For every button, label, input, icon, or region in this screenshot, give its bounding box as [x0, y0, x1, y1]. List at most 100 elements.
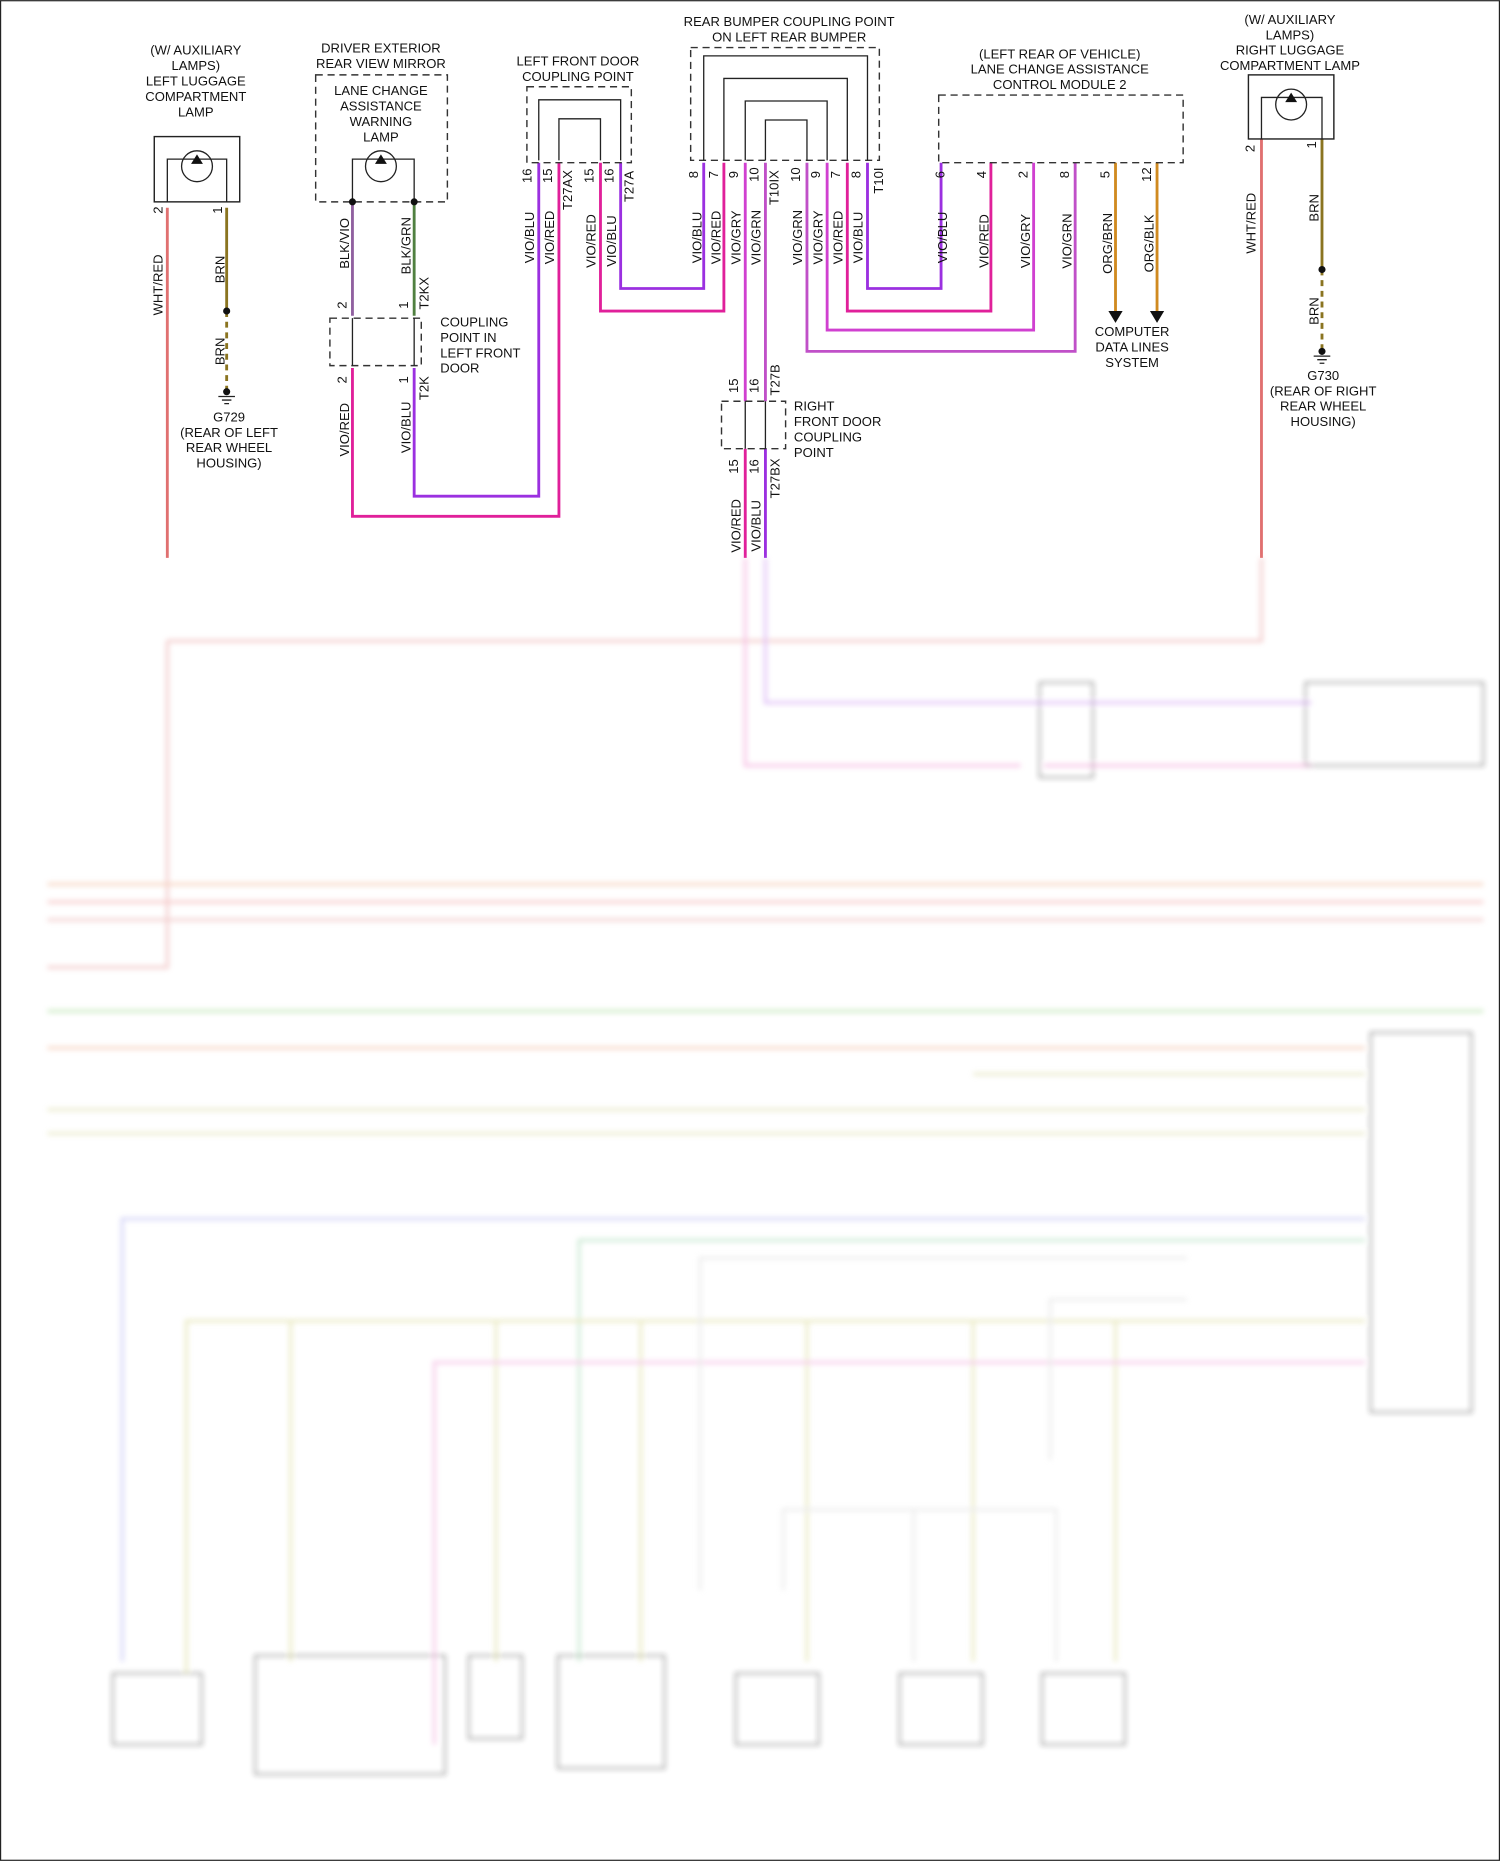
- wire-color-label: VIO/BLU: [604, 215, 619, 266]
- pin-number: 9: [726, 171, 741, 178]
- wire-color-label: BRN: [212, 338, 227, 366]
- wire-color-label: VIO/RED: [977, 214, 992, 268]
- pin-number: 1: [396, 376, 411, 383]
- wire-color-label: WHT/RED: [1244, 193, 1259, 254]
- pin-number: 7: [828, 171, 843, 178]
- label-line: LEFT FRONT: [440, 345, 520, 360]
- pin-number: 16: [746, 379, 761, 394]
- wire-color-label: VIO/BLU: [689, 212, 704, 263]
- coupling-lfd-box: [329, 317, 422, 367]
- left-luggage-lamp-box: [153, 135, 241, 203]
- label-line: DOOR: [440, 361, 479, 376]
- pin-number: 10: [746, 167, 761, 182]
- pin-number: 15: [726, 379, 741, 394]
- connector-id: T10IX: [766, 170, 781, 205]
- lane-change-module-box: [937, 94, 1184, 164]
- led-lamp-icon: [166, 150, 228, 202]
- label-line: (W/ AUXILIARY: [150, 43, 241, 58]
- label-line: COUPLING: [440, 314, 508, 329]
- g730-label: G730 (REAR OF RIGHT REAR WHEEL HOUSING): [1270, 368, 1377, 429]
- right-lamp-label: (W/ AUXILIARY LAMPS) RIGHT LUGGAGE COMPARTM…: [1220, 12, 1360, 73]
- label-line: (LEFT REAR OF VEHICLE): [979, 46, 1140, 61]
- blurred-lower-section: [47, 557, 1485, 1775]
- connector-id: T10I: [871, 167, 886, 193]
- label-line: COMPARTMENT LAMP: [1220, 58, 1360, 73]
- pin-number: 2: [1016, 171, 1031, 178]
- label-line: DATA LINES: [1095, 339, 1169, 354]
- pin-number: 15: [726, 459, 741, 474]
- wire-color-label: VIO/GRN: [1060, 213, 1075, 268]
- pin-number: 9: [808, 171, 823, 178]
- wire-vio-blu: [619, 162, 706, 290]
- label-line: CONTROL MODULE 2: [993, 77, 1127, 92]
- wire-color-label: VIO/RED: [831, 211, 846, 265]
- wire-vio-gry: [825, 162, 1036, 332]
- data-lines-label: COMPUTER DATA LINES SYSTEM: [1095, 324, 1170, 370]
- connector-id: T27B: [768, 364, 783, 395]
- coupling-pass: [351, 318, 415, 366]
- label-line: POINT IN: [440, 330, 496, 345]
- wire-color-label: VIO/BLU: [399, 402, 414, 453]
- g729-label: G729 (REAR OF LEFT REAR WHEEL HOUSING): [180, 409, 278, 470]
- right-door-coupling-label: RIGHT FRONT DOOR COUPLING POINT: [794, 399, 881, 460]
- label-line: DRIVER EXTERIOR: [321, 40, 441, 55]
- wire-color-label: VIO/RED: [584, 214, 599, 268]
- wire-color-label: VIO/GRN: [790, 210, 805, 265]
- left-lamp-label: (W/ AUXILIARY LAMPS) LEFT LUGGAGE COMPARTME…: [145, 43, 246, 120]
- left-door-coupling-label: LEFT FRONT DOOR COUPLING POINT: [517, 53, 640, 83]
- label-line: LANE CHANGE: [334, 83, 428, 98]
- wire-color-label: ORG/BRN: [1100, 213, 1115, 274]
- label-line: POINT: [794, 445, 834, 460]
- wire-color-label: VIO/BLU: [935, 212, 950, 263]
- mirror-box: [314, 74, 449, 203]
- components: [153, 46, 1335, 450]
- wire-color-label: VIO/RED: [337, 403, 352, 457]
- pin-number: 2: [335, 301, 350, 308]
- label-line: ASSISTANCE: [340, 98, 422, 113]
- connector-id: T2KX: [416, 277, 431, 310]
- label-line: HOUSING): [1291, 414, 1356, 429]
- pin-number: 4: [974, 171, 989, 178]
- label-line: LAMP: [178, 104, 214, 119]
- label-line: COMPUTER: [1095, 324, 1170, 339]
- label-line: WARNING: [350, 114, 413, 129]
- label-line: (REAR OF LEFT: [180, 425, 278, 440]
- pin-number: 5: [1098, 171, 1113, 178]
- rear-bumper-coupling-box: [689, 46, 881, 162]
- label-line: (W/ AUXILIARY: [1244, 12, 1335, 27]
- wire-vio-red: [845, 162, 993, 313]
- label-line: COUPLING POINT: [522, 69, 634, 84]
- pin-number: 2: [335, 376, 350, 383]
- pin-number: 8: [686, 171, 701, 178]
- right-front-door-coupling-box: [720, 400, 787, 450]
- label-line: FRONT DOOR: [794, 414, 881, 429]
- led-lamp-icon: [348, 150, 418, 206]
- pin-number: 1: [210, 207, 225, 214]
- wire-color-label: BRN: [212, 256, 227, 284]
- label-line: HOUSING): [196, 456, 261, 471]
- wire-color-label: VIO/GRN: [749, 210, 764, 265]
- label-line: REAR WHEEL: [1280, 399, 1366, 414]
- ground-icon: [1313, 265, 1331, 364]
- label-line: G730: [1307, 368, 1339, 383]
- wires: [165, 138, 1324, 558]
- wire-color-label: WHT/RED: [151, 254, 166, 315]
- wire-color-label: VIO/BLU: [851, 212, 866, 263]
- pin-number: 12: [1139, 167, 1154, 182]
- coupling-lfd-label: COUPLING POINT IN LEFT FRONT DOOR: [440, 314, 520, 375]
- label-line: RIGHT LUGGAGE: [1236, 43, 1345, 58]
- wire-color-label: BRN: [1306, 297, 1321, 325]
- pin-number: 8: [848, 171, 863, 178]
- label-line: LAMPS): [172, 58, 221, 73]
- label-line: ON LEFT REAR BUMPER: [712, 30, 866, 45]
- label-line: SYSTEM: [1105, 355, 1159, 370]
- led-lamp-icon: [1260, 88, 1323, 139]
- module-label: (LEFT REAR OF VEHICLE) LANE CHANGE ASSIST…: [971, 46, 1149, 92]
- label-line: G729: [213, 409, 245, 424]
- pin-number: 8: [1057, 171, 1072, 178]
- pin-number: 1: [396, 301, 411, 308]
- label-line: LAMP: [363, 129, 399, 144]
- arrow-icon: [1108, 311, 1165, 323]
- mirror-label: DRIVER EXTERIOR REAR VIEW MIRROR: [316, 40, 446, 70]
